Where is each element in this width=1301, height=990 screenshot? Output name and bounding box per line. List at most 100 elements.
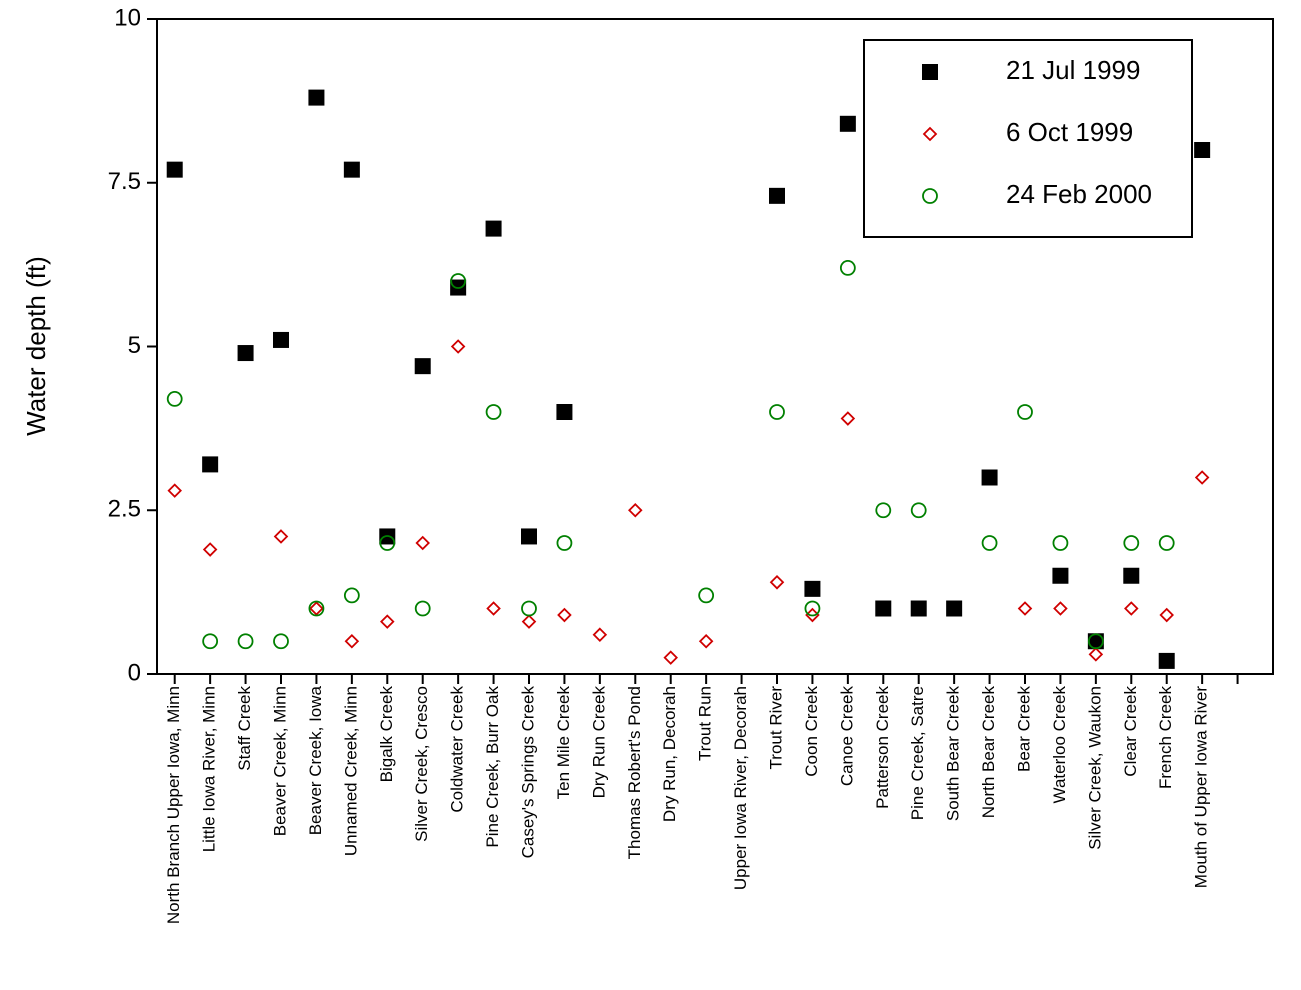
diamond-marker <box>415 535 430 551</box>
circle-marker <box>875 502 892 519</box>
x-tick-label: Trout Run <box>696 686 715 761</box>
square-marker <box>769 187 785 204</box>
diamond-marker <box>202 542 218 557</box>
diamond-marker <box>663 650 678 665</box>
legend-label: 21 Jul 1999 <box>1006 55 1140 85</box>
x-tick-label: Upper Iowa River, Decorah <box>731 686 750 890</box>
x-tick-label: Pine Creek, Burr Oak <box>483 686 502 848</box>
circle-marker <box>450 273 467 289</box>
square-marker <box>1123 567 1140 584</box>
diamond-marker <box>486 601 501 616</box>
x-tick-label: Staff Creek <box>235 686 254 771</box>
y-tick-label: 5 <box>128 332 141 359</box>
square-marker <box>556 404 573 420</box>
legend-box <box>863 39 1193 238</box>
circle-marker <box>910 502 927 519</box>
diamond-marker <box>1124 601 1139 616</box>
diamond-marker <box>922 126 938 142</box>
square-marker <box>343 161 360 178</box>
x-tick-label: Beaver Creek, Iowa <box>306 685 325 835</box>
diamond-marker <box>344 633 360 649</box>
square-marker <box>237 345 254 362</box>
diamond-marker <box>167 483 182 498</box>
circle-marker <box>343 587 360 604</box>
legend-label: 6 Oct 1999 <box>1006 117 1133 147</box>
legend-label: 24 Feb 2000 <box>1006 179 1152 209</box>
diamond-marker <box>1159 607 1174 623</box>
square-marker <box>1194 142 1211 158</box>
square-marker <box>910 600 927 617</box>
square-marker <box>521 528 537 545</box>
x-tick-label: Silver Creek, Cresco <box>412 686 431 842</box>
circle-marker <box>379 535 396 551</box>
circle-marker <box>1158 535 1175 551</box>
x-tick-label: Dry Run, Decorah <box>660 686 679 822</box>
x-tick-label: Mouth of Upper Iowa River <box>1192 686 1211 889</box>
square-marker <box>1052 567 1069 584</box>
circle-marker <box>1123 535 1140 551</box>
square-marker <box>1087 633 1104 650</box>
circle-marker <box>1052 535 1069 551</box>
diamond-marker <box>557 607 572 623</box>
square-marker <box>875 600 892 617</box>
circle-marker <box>414 600 431 617</box>
diamond-marker <box>698 633 714 649</box>
square-marker <box>922 64 938 80</box>
square-marker <box>166 161 183 178</box>
x-tick-label: Silver Creek, Waukon <box>1085 686 1104 850</box>
diamond-marker <box>769 575 785 590</box>
diamond-marker <box>1088 647 1104 662</box>
square-marker <box>273 331 289 348</box>
square-marker <box>981 469 998 486</box>
x-tick-label: Bear Creek <box>1014 686 1033 772</box>
square-marker <box>202 456 219 473</box>
diamond-marker <box>628 502 643 518</box>
x-tick-label: North Branch Upper Iowa, Minn <box>164 686 183 924</box>
y-tick-label: 10 <box>114 4 141 31</box>
y-tick-label: 2.5 <box>108 496 141 523</box>
x-tick-label: North Bear Creek <box>979 686 998 819</box>
diamond-marker <box>380 614 395 629</box>
x-tick-label: Unnamed Creek, Minn <box>341 686 360 856</box>
square-marker <box>839 115 856 132</box>
x-tick-label: Casey's Springs Creek <box>518 686 537 859</box>
circle-marker <box>1017 404 1033 420</box>
circle-marker <box>839 259 856 276</box>
diamond-marker <box>309 601 324 616</box>
x-tick-label: South Bear Creek <box>944 686 963 822</box>
circle-marker <box>922 188 938 204</box>
x-tick-label: Little Iowa River, Minn <box>200 686 219 852</box>
x-tick-label: Dry Run Creek <box>589 686 608 799</box>
circle-marker <box>698 587 715 604</box>
diamond-marker <box>1053 601 1068 616</box>
x-tick-label: Ten Mile Creek <box>554 686 573 800</box>
circle-marker <box>237 633 254 650</box>
circle-marker <box>485 404 502 420</box>
y-axis-label: Water depth (ft) <box>21 256 51 436</box>
circle-marker <box>804 600 821 617</box>
x-tick-label: Waterloo Creek <box>1050 686 1069 804</box>
circle-marker <box>166 390 183 407</box>
circle-marker <box>273 633 289 650</box>
square-marker <box>1158 652 1175 669</box>
circle-marker <box>556 535 573 551</box>
diamond-marker <box>1017 601 1033 616</box>
circle-marker <box>202 633 219 650</box>
square-marker <box>414 358 431 375</box>
diamond-marker <box>1194 470 1210 485</box>
circle-marker <box>981 535 998 551</box>
circle-marker <box>521 600 537 617</box>
diamond-marker <box>273 529 289 544</box>
circle-marker <box>1087 633 1104 650</box>
x-tick-label: Bigalk Creek <box>377 686 396 783</box>
circle-marker <box>769 404 785 420</box>
x-tick-label: Clear Creek <box>1121 686 1140 777</box>
circle-marker <box>308 600 325 617</box>
x-tick-label: Beaver Creek, Minn <box>270 686 289 836</box>
diamond-marker <box>592 627 608 642</box>
y-tick-label: 0 <box>128 659 141 686</box>
y-tick-label: 7.5 <box>108 168 141 195</box>
diamond-marker <box>450 339 466 354</box>
